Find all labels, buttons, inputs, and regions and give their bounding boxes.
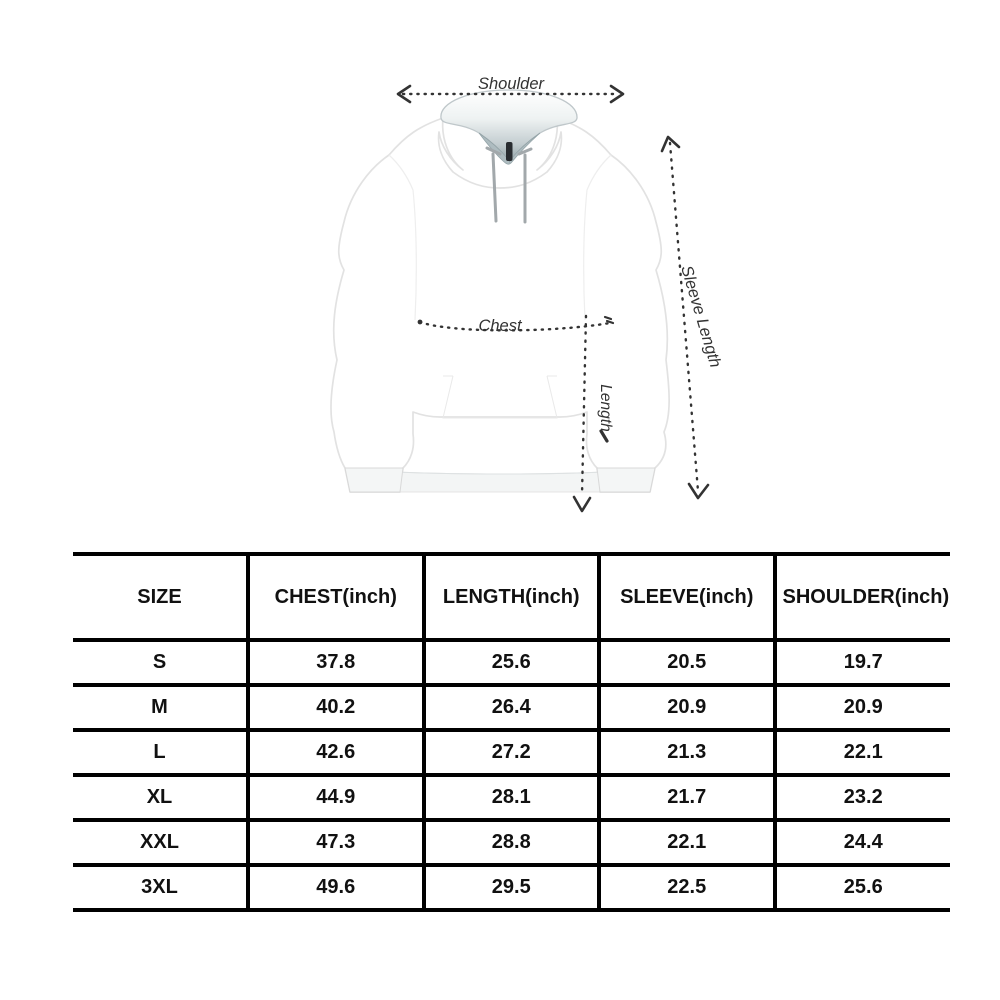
svg-text:Length: Length (597, 384, 614, 431)
svg-text:Shoulder: Shoulder (478, 75, 546, 93)
svg-text:Chest: Chest (478, 317, 523, 335)
